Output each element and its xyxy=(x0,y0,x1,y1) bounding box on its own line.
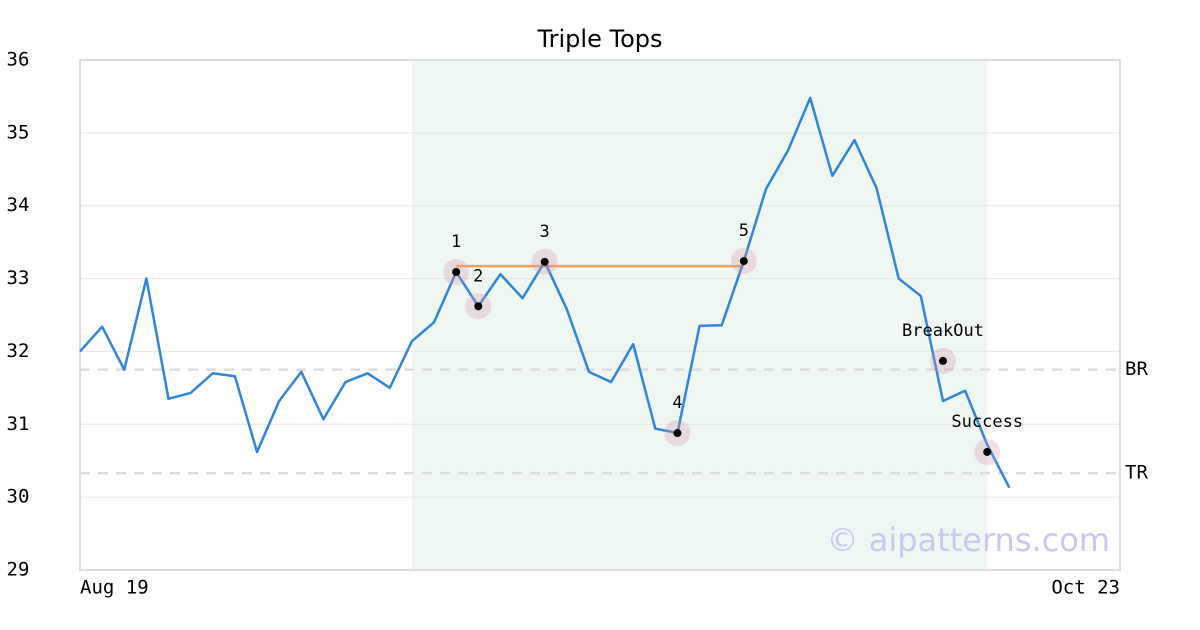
pattern-label: 4 xyxy=(672,393,682,413)
pattern-label: 3 xyxy=(540,222,550,242)
y-tick-label: 30 xyxy=(7,486,30,508)
x-tick-label: Oct 23 xyxy=(1051,577,1120,599)
pattern-label: 2 xyxy=(473,266,483,286)
x-tick-label: Aug 19 xyxy=(80,577,149,599)
pattern-label: Success xyxy=(951,412,1023,432)
y-tick-label: 31 xyxy=(7,413,30,435)
pattern-point xyxy=(452,268,461,277)
pattern-point xyxy=(474,302,483,311)
watermark: © aipatterns.com xyxy=(827,521,1110,559)
pattern-label: 1 xyxy=(451,232,461,252)
highlight-region xyxy=(411,60,988,570)
pattern-point xyxy=(938,356,947,365)
pattern-point xyxy=(673,429,682,438)
y-tick-label: 29 xyxy=(7,559,30,581)
y-tick-label: 33 xyxy=(7,267,30,289)
level-label: TR xyxy=(1125,462,1148,484)
y-tick-label: 32 xyxy=(7,340,30,362)
y-tick-label: 36 xyxy=(7,49,30,71)
pattern-point xyxy=(983,447,992,456)
y-tick-label: 34 xyxy=(7,194,30,216)
chart-title: Triple Tops xyxy=(537,25,663,53)
level-label: BR xyxy=(1125,358,1148,380)
pattern-label: 5 xyxy=(739,221,749,241)
plot-frame xyxy=(79,59,1121,571)
pattern-point xyxy=(540,257,549,266)
y-tick-label: 35 xyxy=(7,121,30,143)
pattern-label: BreakOut xyxy=(902,321,984,341)
pattern-point xyxy=(739,257,748,266)
